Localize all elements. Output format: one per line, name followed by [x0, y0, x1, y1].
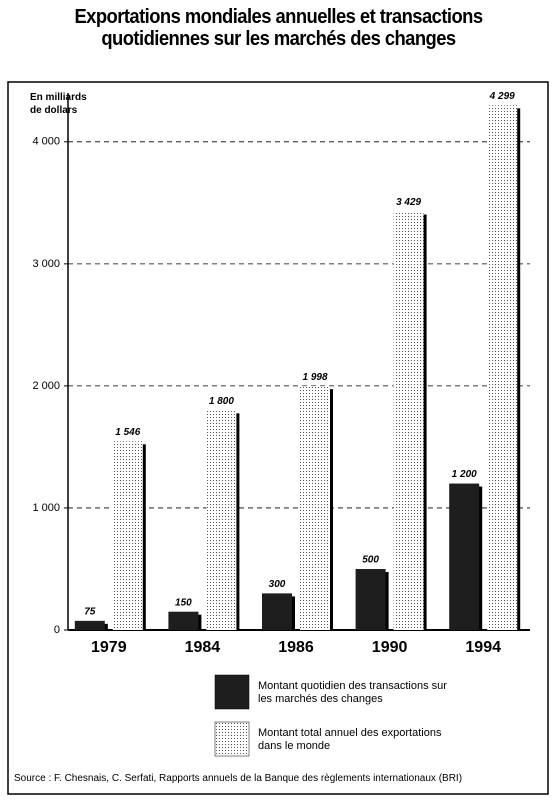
legend-label: Montant quotidien des transactions sur l…	[258, 680, 447, 705]
value-label: 1 998	[302, 372, 327, 383]
y-tick-label: 0	[54, 624, 60, 636]
y-axis-label: En milliards de dollars	[30, 92, 87, 116]
legend-swatch	[214, 674, 250, 710]
source-note: Source : F. Chesnais, C. Serfati, Rappor…	[14, 773, 463, 784]
bar	[262, 593, 292, 630]
x-tick-label: 1986	[278, 639, 314, 656]
bar	[112, 441, 143, 630]
value-label: 4 299	[489, 91, 515, 102]
bar	[355, 568, 386, 630]
y-tick-label: 2 000	[32, 380, 60, 392]
y-tick-label: 4 000	[32, 136, 60, 148]
value-label: 75	[84, 606, 96, 617]
value-label: 3 429	[396, 197, 421, 208]
bar	[449, 483, 480, 630]
frame	[7, 81, 549, 795]
bar	[206, 410, 237, 630]
legend-swatch	[214, 721, 250, 757]
chart-title: Exportations mondiales annuelles et tran…	[74, 6, 483, 50]
value-label: 150	[175, 597, 192, 608]
legend-label: Montant total annuel des exportations da…	[258, 727, 442, 752]
value-label: 300	[269, 579, 286, 590]
value-label: 1 800	[209, 396, 234, 407]
bar	[393, 211, 424, 630]
value-label: 500	[362, 555, 379, 566]
bar	[74, 620, 105, 630]
value-label: 1 200	[452, 469, 477, 480]
value-label: 1 546	[115, 427, 140, 438]
bar	[487, 105, 518, 630]
x-tick-label: 1984	[185, 639, 221, 656]
x-tick-label: 1990	[372, 639, 408, 656]
x-tick-label: 1979	[91, 639, 127, 656]
x-tick-label: 1994	[465, 639, 501, 656]
bar	[168, 611, 199, 630]
y-tick-label: 1 000	[32, 502, 60, 514]
bar	[300, 386, 330, 630]
y-tick-label: 3 000	[32, 258, 60, 270]
